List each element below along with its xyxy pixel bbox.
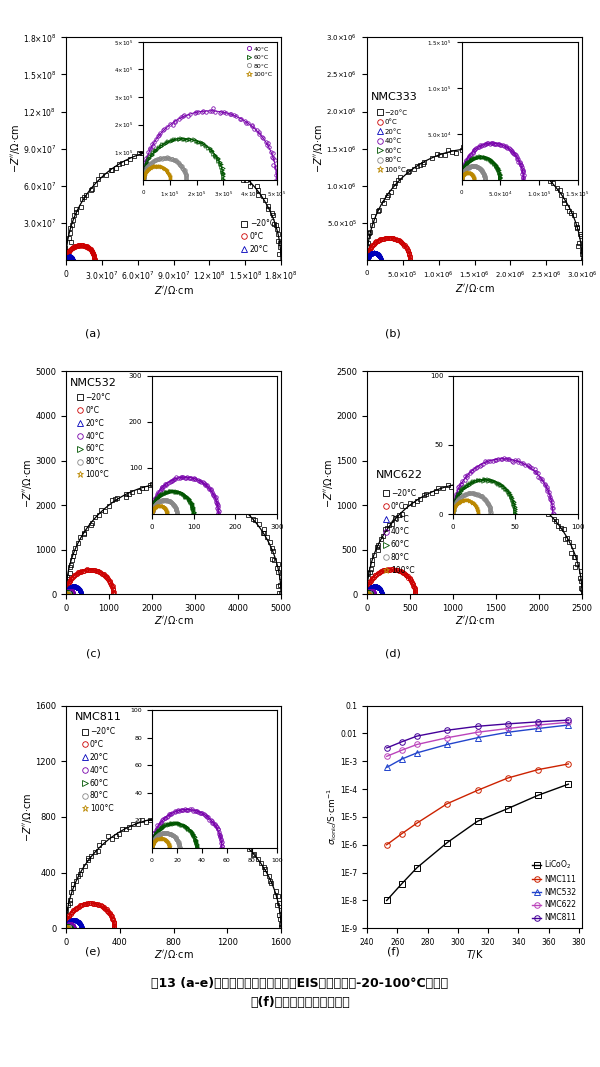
NMC111: [474, 784, 481, 797]
Line: NMC622: NMC622: [384, 719, 571, 759]
NMC111: [413, 816, 421, 829]
NMC811: [474, 720, 481, 733]
NMC532: [535, 722, 542, 735]
Y-axis label: $-Z''$/Ω·cm: $-Z''$/Ω·cm: [312, 124, 325, 174]
LiCoO$_2$: [565, 778, 572, 791]
Y-axis label: $σ_{\rm ionic}$/S·cm$^{-1}$: $σ_{\rm ionic}$/S·cm$^{-1}$: [325, 789, 339, 845]
NMC811: [535, 716, 542, 729]
Text: (e): (e): [85, 947, 101, 957]
Legend: LiCoO$_2$, NMC111, NMC532, NMC622, NMC811: LiCoO$_2$, NMC111, NMC532, NMC622, NMC81…: [530, 856, 578, 924]
NMC532: [383, 761, 390, 774]
Text: 图13 (a-e)钴酸锂和四种三元正极的EIS测试结果（-20-100°C）以及: 图13 (a-e)钴酸锂和四种三元正极的EIS测试结果（-20-100°C）以及: [151, 977, 449, 990]
NMC811: [565, 714, 572, 727]
Text: (d): (d): [385, 649, 401, 658]
NMC622: [535, 718, 542, 731]
LiCoO$_2$: [413, 861, 421, 874]
NMC532: [474, 731, 481, 744]
Y-axis label: $-Z''$/Ω·cm: $-Z''$/Ω·cm: [8, 124, 22, 174]
NMC811: [383, 742, 390, 754]
Text: 与(f)温度关联的离子电导率: 与(f)温度关联的离子电导率: [250, 997, 350, 1009]
NMC532: [504, 726, 511, 738]
NMC532: [398, 752, 406, 765]
NMC111: [535, 763, 542, 776]
Text: NMC622: NMC622: [376, 471, 422, 480]
NMC622: [383, 750, 390, 763]
LiCoO$_2$: [474, 815, 481, 828]
NMC622: [413, 738, 421, 751]
NMC811: [398, 735, 406, 748]
X-axis label: $Z'$/Ω·cm: $Z'$/Ω·cm: [154, 949, 193, 961]
Line: NMC811: NMC811: [384, 717, 571, 751]
Legend: −20°C, 0°C, 20°C, 40°C, 60°C, 80°C, 100°C: −20°C, 0°C, 20°C, 40°C, 60°C, 80°C, 100°…: [375, 108, 410, 175]
NMC111: [398, 827, 406, 840]
Text: NMC532: NMC532: [70, 378, 117, 388]
Text: (a): (a): [85, 329, 101, 338]
NMC532: [413, 747, 421, 760]
NMC811: [443, 723, 451, 736]
X-axis label: $T$/K: $T$/K: [466, 949, 484, 961]
NMC111: [443, 797, 451, 810]
NMC111: [504, 771, 511, 784]
Text: (c): (c): [86, 649, 100, 658]
X-axis label: $Z'$/Ω·cm: $Z'$/Ω·cm: [154, 284, 193, 297]
LiCoO$_2$: [443, 837, 451, 849]
NMC811: [413, 730, 421, 743]
X-axis label: $Z'$/Ω·cm: $Z'$/Ω·cm: [154, 615, 193, 627]
Text: (b): (b): [385, 329, 401, 338]
Legend: −20°C, 0°C, 20°C, 40°C, 60°C, 80°C, 100°C: −20°C, 0°C, 20°C, 40°C, 60°C, 80°C, 100°…: [79, 724, 117, 815]
Line: LiCoO$_2$: LiCoO$_2$: [384, 781, 571, 904]
NMC111: [565, 758, 572, 770]
Line: NMC532: NMC532: [384, 722, 571, 770]
NMC622: [504, 722, 511, 735]
Text: LiCoO$_2$: LiCoO$_2$: [148, 116, 187, 130]
LiCoO$_2$: [535, 789, 542, 801]
NMC622: [565, 716, 572, 729]
NMC622: [398, 744, 406, 757]
Legend: −20°C, 0°C, 20°C, 40°C, 60°C, 80°C, 100°C: −20°C, 0°C, 20°C, 40°C, 60°C, 80°C, 100°…: [74, 391, 113, 481]
Text: (f): (f): [386, 947, 400, 957]
NMC811: [504, 717, 511, 730]
Legend: −20°C, 0°C, 20°C, 40°C, 60°C, 80°C, 100°C: −20°C, 0°C, 20°C, 40°C, 60°C, 80°C, 100°…: [379, 487, 418, 577]
Y-axis label: $-Z''$/Ω·cm: $-Z''$/Ω·cm: [322, 458, 335, 508]
NMC622: [474, 726, 481, 738]
LiCoO$_2$: [398, 877, 406, 890]
Y-axis label: $-Z''$/Ω·cm: $-Z''$/Ω·cm: [21, 792, 34, 842]
NMC622: [443, 731, 451, 744]
Line: NMC111: NMC111: [384, 761, 571, 847]
NMC532: [565, 718, 572, 731]
Legend: −20°C, 0°C, 20°C: −20°C, 0°C, 20°C: [238, 217, 277, 256]
X-axis label: $Z'$/Ω·cm: $Z'$/Ω·cm: [455, 615, 494, 627]
NMC532: [443, 738, 451, 751]
Y-axis label: $-Z''$/Ω·cm: $-Z''$/Ω·cm: [21, 458, 34, 508]
Text: NMC333: NMC333: [371, 92, 418, 101]
LiCoO$_2$: [383, 894, 390, 907]
NMC111: [383, 839, 390, 851]
X-axis label: $Z'$/Ω·cm: $Z'$/Ω·cm: [455, 283, 494, 296]
Text: NMC811: NMC811: [74, 713, 121, 722]
LiCoO$_2$: [504, 802, 511, 815]
